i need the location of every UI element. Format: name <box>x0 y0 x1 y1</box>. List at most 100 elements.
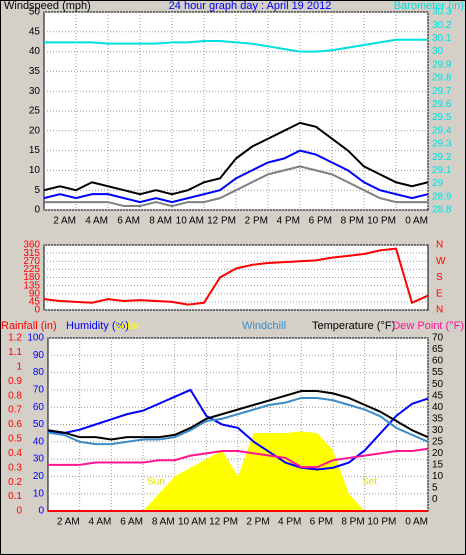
y2-tick-label: 20 <box>432 448 444 459</box>
y-tick-label: 0 <box>34 205 40 216</box>
x-tick-label: 2 AM <box>53 216 76 227</box>
legend-humidity: Humidity (%) <box>66 320 129 332</box>
y2-tick-label: 29.4 <box>432 125 452 136</box>
y2-tick-label: 60 <box>432 356 444 367</box>
y2-tick-label: W <box>436 256 446 267</box>
x-tick-label: 6 AM <box>120 517 143 528</box>
y-tick-label: 360 <box>23 240 40 251</box>
legend-solar: Solar <box>114 320 140 332</box>
x-tick-label: 4 AM <box>89 517 112 528</box>
x-tick-label: 12 PM <box>207 216 236 227</box>
y2-tick-label: N <box>436 305 443 316</box>
x-tick-label: 0 AM <box>405 517 428 528</box>
y2-tick-label: 29.2 <box>432 152 452 163</box>
y2-tick-label: 28.8 <box>432 205 452 216</box>
line <box>43 149 429 204</box>
y-tick-label: 30 <box>29 86 41 97</box>
y2-tick-label: 29.3 <box>432 139 452 150</box>
y2-tick-label: 29.6 <box>432 99 452 110</box>
y-tick-label: 40 <box>33 436 45 447</box>
y2-tick-label: 35 <box>432 413 444 424</box>
y2-tick-label: 30 <box>432 46 444 57</box>
y2-tick-label: N <box>436 240 443 251</box>
y2-tick-label: 29.9 <box>432 59 452 70</box>
rain-tick-label: 0 <box>16 506 22 517</box>
y-tick-label: 25 <box>29 106 41 117</box>
y-tick-label: 20 <box>33 471 45 482</box>
chart-title: 24 hour graph day : April 19 2012 <box>169 0 332 12</box>
y-tick-label: 20 <box>29 125 41 136</box>
x-tick-label: 8 PM <box>341 517 364 528</box>
annotation: Set <box>362 477 377 488</box>
legend-windchill: Windchill <box>242 320 286 332</box>
x-tick-label: 0 AM <box>405 216 428 227</box>
rain-tick-label: 0.5 <box>8 434 22 445</box>
y2-tick-label: 65 <box>432 344 444 355</box>
annotation: Sun <box>147 477 165 488</box>
y-axis-label: Windspeed (mph) <box>4 0 91 12</box>
y2-tick-label: 55 <box>432 367 444 378</box>
y-tick-label: 35 <box>29 66 41 77</box>
y-tick-label: 40 <box>29 46 41 57</box>
line <box>44 165 428 208</box>
y-tick-label: 15 <box>29 145 41 156</box>
y2-tick-label: 45 <box>432 390 444 401</box>
x-tick-label: 10 PM <box>367 216 396 227</box>
area <box>48 431 428 511</box>
y-tick-label: 100 <box>27 333 44 344</box>
x-tick-label: 6 AM <box>117 216 140 227</box>
y2-tick-label: 10 <box>432 471 444 482</box>
rain-tick-label: 0.4 <box>8 448 22 459</box>
y-tick-label: 5 <box>34 185 40 196</box>
x-tick-label: 4 PM <box>277 216 300 227</box>
rain-tick-label: 1 <box>16 361 22 372</box>
y2-tick-label: 29.8 <box>432 73 452 84</box>
y2-tick-label: 30.3 <box>432 7 452 18</box>
y2-tick-label: 25 <box>432 436 444 447</box>
rain-tick-label: 0.6 <box>8 419 22 430</box>
y-tick-label: 10 <box>29 165 41 176</box>
y-tick-label: 50 <box>33 419 45 430</box>
x-tick-label: 8 AM <box>152 517 175 528</box>
legend-dew-point: Dew Point (°F) <box>392 320 464 332</box>
x-tick-label: 8 PM <box>341 216 364 227</box>
y-tick-label: 30 <box>33 454 45 465</box>
rain-tick-label: 0.8 <box>8 390 22 401</box>
line <box>43 247 429 306</box>
y-tick-label: 10 <box>33 488 45 499</box>
x-tick-label: 8 AM <box>149 216 172 227</box>
y2-tick-label: 29.7 <box>432 86 452 97</box>
line <box>47 388 429 471</box>
line <box>47 390 429 441</box>
x-tick-label: 10 AM <box>178 517 206 528</box>
x-tick-label: 4 PM <box>278 517 301 528</box>
x-tick-label: 4 AM <box>85 216 108 227</box>
y-tick-label: 180 <box>23 272 40 283</box>
y-tick-label: 50 <box>29 7 41 18</box>
y2-tick-label: 29.1 <box>432 165 452 176</box>
y2-tick-label: 28.9 <box>432 191 452 202</box>
y2-tick-label: S <box>436 272 443 283</box>
y2-tick-label: 5 <box>432 483 438 494</box>
line <box>47 396 429 446</box>
y-tick-label: 45 <box>29 26 41 37</box>
y-tick-label: 0 <box>38 506 44 517</box>
y2-tick-label: 29 <box>432 178 444 189</box>
rain-tick-label: 0.7 <box>8 405 22 416</box>
x-tick-label: 10 AM <box>176 216 204 227</box>
y-tick-label: 225 <box>23 264 40 275</box>
y-tick-label: 90 <box>33 350 45 361</box>
x-tick-label: 6 PM <box>310 517 333 528</box>
y2-tick-label: 29.5 <box>432 112 452 123</box>
y2-tick-label: 50 <box>432 379 444 390</box>
x-tick-label: 6 PM <box>309 216 332 227</box>
line <box>43 121 429 196</box>
y2-tick-label: 30 <box>432 425 444 436</box>
y2-tick-label: 30.1 <box>432 33 452 44</box>
y2-tick-label: 40 <box>432 402 444 413</box>
rain-tick-label: 1.2 <box>8 333 22 344</box>
x-tick-label: 2 PM <box>246 517 269 528</box>
y-tick-label: 270 <box>23 256 40 267</box>
rain-tick-label: 0.3 <box>8 462 22 473</box>
